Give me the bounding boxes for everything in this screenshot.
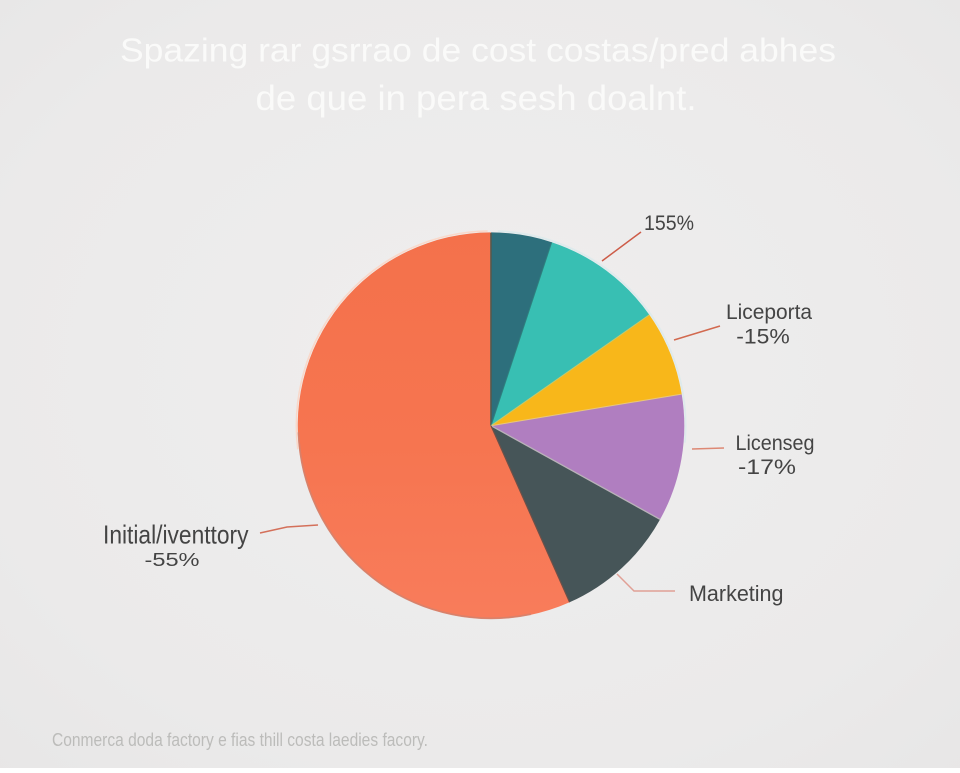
svg-text:Spazing rar gsrrao de cost cos: Spazing rar gsrrao de cost costas/pred a…: [120, 32, 836, 69]
svg-text:-17%: -17%: [738, 456, 796, 479]
svg-text:155%: 155%: [644, 212, 694, 235]
svg-text:Conmerca doda factory e fias t: Conmerca doda factory e fias thill costa…: [52, 729, 428, 750]
svg-text:Marketing: Marketing: [689, 581, 784, 606]
svg-text:-15%: -15%: [736, 326, 790, 349]
svg-text:Liceporta: Liceporta: [726, 301, 812, 324]
svg-text:-55%: -55%: [145, 550, 200, 570]
svg-text:Initial/iventtory: Initial/iventtory: [103, 520, 249, 550]
svg-text:de que in pera sesh doalnt.: de que in pera sesh doalnt.: [256, 79, 697, 118]
svg-text:Licenseg: Licenseg: [736, 431, 815, 455]
